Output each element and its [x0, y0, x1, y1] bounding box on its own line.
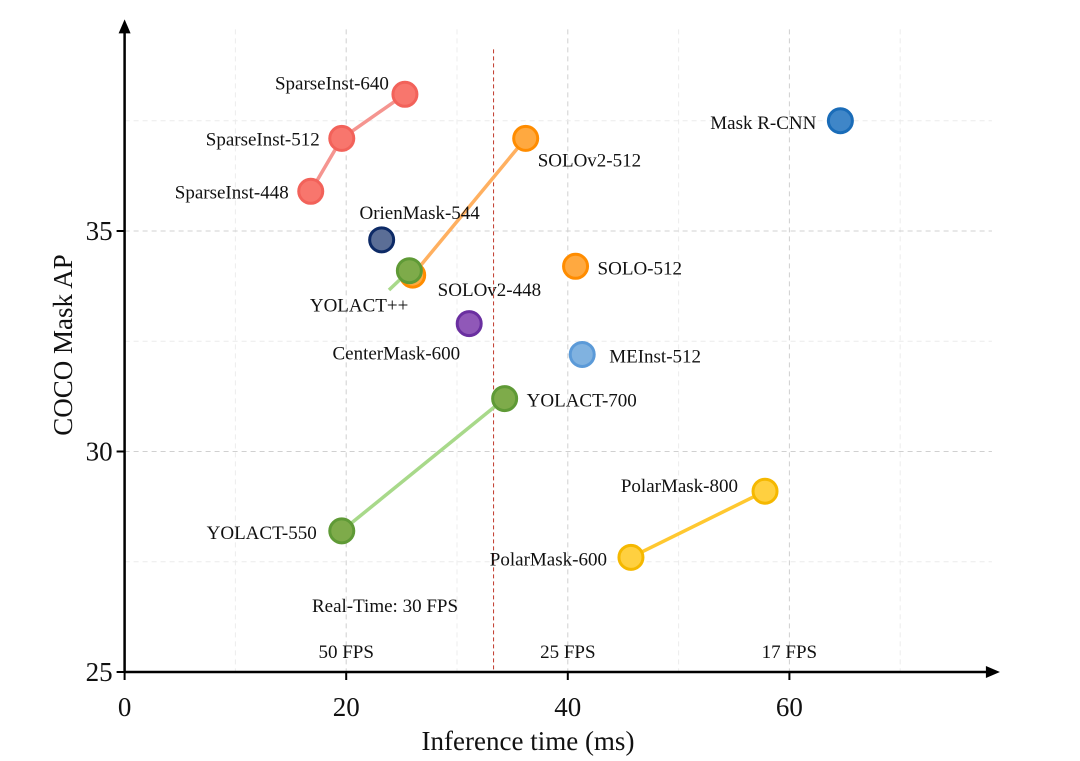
x-axis-label: Inference time (ms): [422, 726, 635, 756]
data-label: MEInst-512: [609, 346, 701, 367]
data-label: OrienMask-544: [359, 203, 480, 224]
data-point: [491, 385, 519, 413]
y-axis-arrow: [118, 19, 131, 34]
data-label: SparseInst-512: [206, 129, 320, 150]
data-point: [826, 107, 854, 135]
marks: SparseInst-448 SparseInst-512 SparseInst-6…: [175, 73, 854, 571]
series-line: [411, 137, 528, 277]
x-tick-label: 0: [118, 692, 132, 722]
data-label: YOLACT-550: [207, 523, 317, 544]
data-label: Mask R-CNN: [710, 113, 816, 134]
series-line: [309, 92, 406, 193]
x-tick-label: 40: [554, 692, 581, 722]
data-point: [328, 517, 356, 545]
data-label: YOLACT-700: [527, 391, 637, 412]
data-label: SparseInst-448: [175, 182, 289, 203]
data-point: [455, 310, 483, 338]
fps-label: 50 FPS: [318, 642, 373, 663]
y-tick-label: 25: [86, 657, 113, 687]
y-tick-label: 30: [86, 437, 113, 467]
data-label: SOLOv2-448: [438, 280, 541, 301]
fps-label: 25 FPS: [540, 642, 595, 663]
data-point: [391, 80, 419, 108]
axes: 0 20 40 60 25 30 35 50 FPS 25 FPS 17 FPS: [86, 19, 1000, 722]
data-point: [562, 252, 590, 280]
data-label: YOLACT++: [310, 296, 408, 317]
y-axis-label: COCO Mask AP: [48, 254, 78, 436]
data-label: SparseInst-640: [275, 73, 389, 94]
series-line: [630, 489, 766, 559]
realtime-label: Real-Time: 30 FPS: [312, 596, 458, 617]
data-label: CenterMask-600: [332, 344, 460, 365]
grid: [124, 29, 992, 672]
data-label: PolarMask-800: [621, 476, 738, 497]
series-line: [340, 397, 506, 533]
x-tick-label: 20: [333, 692, 360, 722]
data-label: PolarMask-600: [490, 549, 607, 570]
fps-label: 17 FPS: [762, 642, 817, 663]
y-tick-label: 35: [86, 216, 113, 246]
data-point: [297, 177, 325, 205]
data-point: [328, 124, 356, 152]
data-point: [751, 477, 779, 505]
data-point: [512, 124, 540, 152]
data-point: [617, 543, 645, 571]
data-point: [395, 257, 423, 285]
data-label: SOLOv2-512: [538, 150, 641, 171]
x-axis-arrow: [985, 666, 1000, 678]
x-tick-label: 60: [776, 692, 803, 722]
data-point: [368, 226, 396, 254]
data-label: SOLO-512: [598, 258, 682, 279]
data-point: [568, 340, 596, 368]
